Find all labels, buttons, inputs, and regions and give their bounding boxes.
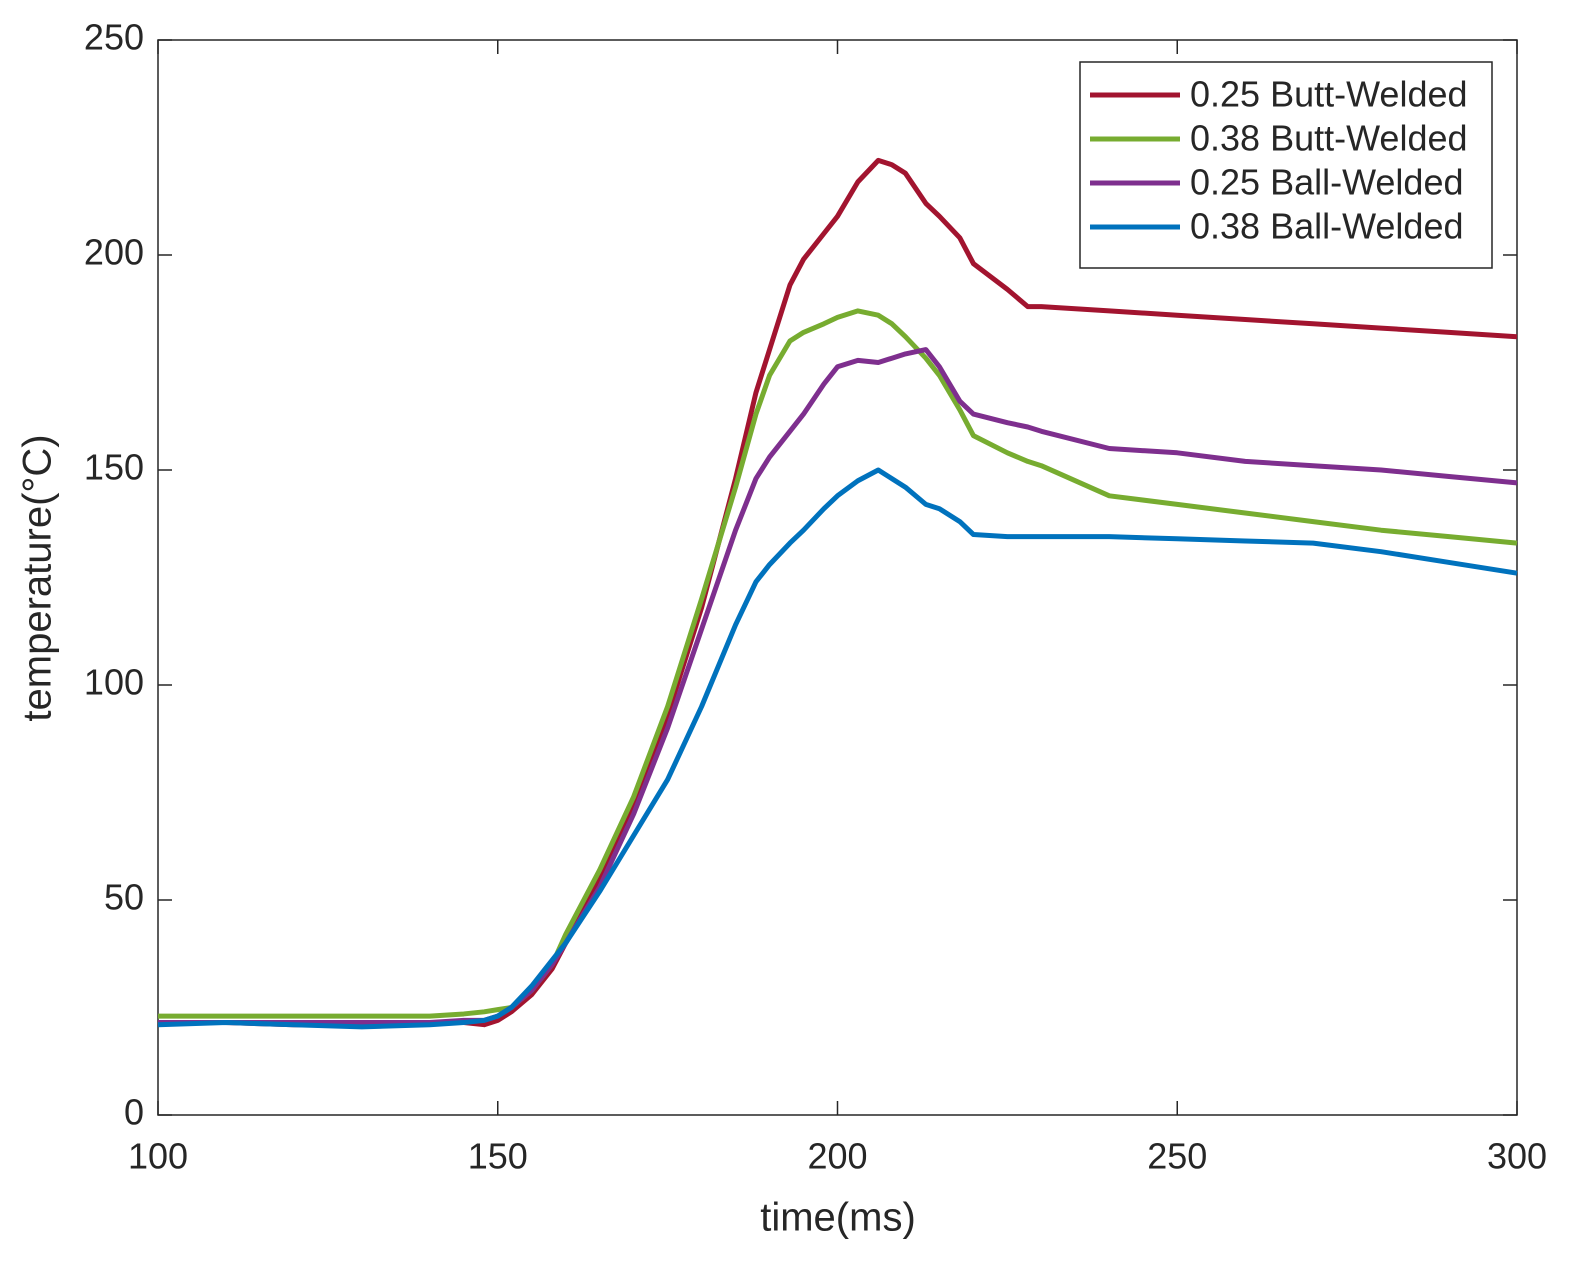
y-tick-label: 200 [84,232,144,273]
legend-label: 0.38 Butt-Welded [1190,118,1468,159]
x-tick-label: 300 [1487,1136,1547,1177]
y-tick-label: 0 [124,1092,144,1133]
y-axis-label: temperature(°C) [16,434,60,721]
legend-label: 0.25 Butt-Welded [1190,74,1468,115]
x-tick-label: 250 [1147,1136,1207,1177]
x-tick-label: 100 [128,1136,188,1177]
x-axis-label: time(ms) [760,1196,916,1240]
y-tick-label: 50 [104,877,144,918]
data-line [158,157,1518,1028]
x-tick-label: 150 [468,1136,528,1177]
legend-label: 0.38 Ball-Welded [1190,206,1464,247]
y-tick-label: 250 [84,17,144,58]
data-line [158,308,1518,1019]
x-tick-label: 200 [807,1136,867,1177]
data-line [157,467,1518,1030]
y-tick-label: 150 [84,447,144,488]
legend-label: 0.25 Ball-Welded [1190,162,1464,203]
y-tick-label: 100 [84,662,144,703]
